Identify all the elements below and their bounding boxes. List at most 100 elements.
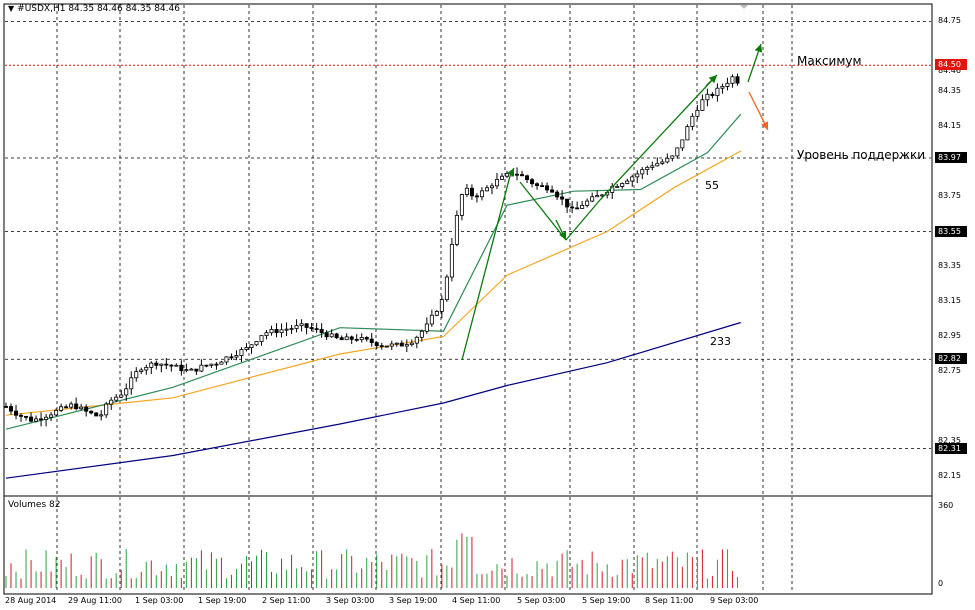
price-tick: 82.35 [938, 435, 961, 445]
candle-body [224, 356, 229, 363]
candle-body [429, 314, 434, 325]
candle-body [645, 166, 650, 170]
candle-body [269, 329, 274, 334]
candle-body [535, 183, 540, 187]
candle-body [680, 139, 685, 149]
candle-body [710, 93, 715, 96]
price-tick: 84.35 [938, 85, 961, 95]
volume-bars [5, 533, 738, 588]
trend-segment [461, 175, 511, 361]
time-tick: 28 Aug 2014 [5, 596, 57, 605]
candle-body [585, 200, 590, 206]
candle-body [329, 333, 334, 338]
candle-body [169, 364, 174, 367]
candle-body [545, 185, 550, 191]
candle-body [550, 189, 555, 193]
price-level-label: 83.55 [935, 225, 967, 237]
candle-body [324, 332, 329, 338]
ohlc-label: 84.35 84.46 84.35 84.46 [68, 4, 180, 14]
candle-body [144, 366, 149, 371]
candle-body [89, 410, 94, 414]
ma-fast-line [5, 113, 742, 430]
candle-body [229, 356, 234, 359]
candle-body [474, 195, 479, 198]
candle-body [189, 368, 194, 371]
candle-body [289, 328, 294, 330]
candle-body [595, 195, 600, 198]
candle-body [484, 187, 489, 192]
price-tick: 82.75 [938, 365, 961, 375]
candle-body [84, 406, 89, 412]
candle-body [179, 364, 184, 372]
candle-body [660, 161, 665, 164]
candle-body [319, 328, 324, 334]
candle-body [64, 406, 69, 409]
ma233-label: 233 [710, 335, 731, 348]
candle-body [504, 173, 509, 177]
candle-body [19, 414, 24, 417]
volume-panel-title: Volumes 82 [8, 500, 61, 510]
candle-body [399, 342, 404, 347]
candle-body [99, 414, 104, 417]
candle-body [349, 336, 354, 340]
scroll-marker-icon[interactable] [740, 5, 748, 9]
price-tick: 82.15 [938, 470, 961, 480]
candle-body [419, 330, 424, 338]
candle-body [44, 416, 49, 420]
time-tick: 5 Sep 19:00 [582, 596, 631, 605]
candle-body [640, 169, 645, 175]
candle-body [620, 183, 625, 187]
candle-body [374, 342, 379, 347]
candle-body [630, 176, 635, 182]
candle-body [394, 342, 399, 345]
volume-max-tick: 360 [938, 501, 954, 510]
price-tick: 82.95 [938, 330, 961, 340]
trend-arrows [461, 43, 769, 361]
candle-body [234, 355, 239, 358]
candle-body [24, 415, 29, 418]
candle-body [690, 115, 695, 127]
candle-body [565, 198, 570, 208]
candle-body [299, 323, 304, 327]
candle-body [104, 403, 109, 416]
time-tick: 3 Sep 03:00 [326, 596, 375, 605]
candle-body [685, 126, 690, 141]
candle-body [294, 325, 299, 329]
candle-body [580, 204, 585, 209]
candle-body [575, 207, 580, 210]
time-tick: 1 Sep 19:00 [198, 596, 247, 605]
time-tick: 1 Sep 03:00 [135, 596, 184, 605]
candle-body [334, 333, 339, 339]
candle-body [730, 76, 735, 84]
candle-body [244, 347, 249, 350]
candle-body [369, 338, 374, 344]
candle-body [525, 175, 530, 181]
candle-body [204, 364, 209, 367]
candle-body [339, 337, 344, 341]
time-tick: 29 Aug 11:00 [68, 596, 122, 605]
candle-body [59, 406, 64, 411]
price-level-label: 82.82 [935, 353, 967, 365]
candle-body [309, 327, 314, 330]
ma233-line [5, 321, 741, 479]
time-tick: 9 Sep 03:00 [710, 596, 759, 605]
candle-body [520, 174, 525, 177]
candle-body [700, 99, 705, 111]
candle-body [414, 336, 419, 344]
candle-body [449, 243, 454, 278]
candle-body [715, 87, 720, 96]
maximum-annotation: Максимум [797, 54, 862, 68]
candle-body [219, 361, 224, 365]
candle-body [114, 396, 119, 401]
price-tick: 84.75 [938, 15, 961, 25]
candle-body [459, 194, 464, 216]
volume-min-tick: 0 [938, 579, 944, 588]
candle-body [615, 186, 620, 188]
candle-body [675, 147, 680, 157]
time-tick: 4 Sep 11:00 [452, 596, 501, 605]
triangle-down-icon[interactable]: ▼ [8, 4, 15, 13]
candle-body [34, 418, 39, 422]
candle-body [214, 363, 219, 366]
candle-body [625, 180, 630, 184]
